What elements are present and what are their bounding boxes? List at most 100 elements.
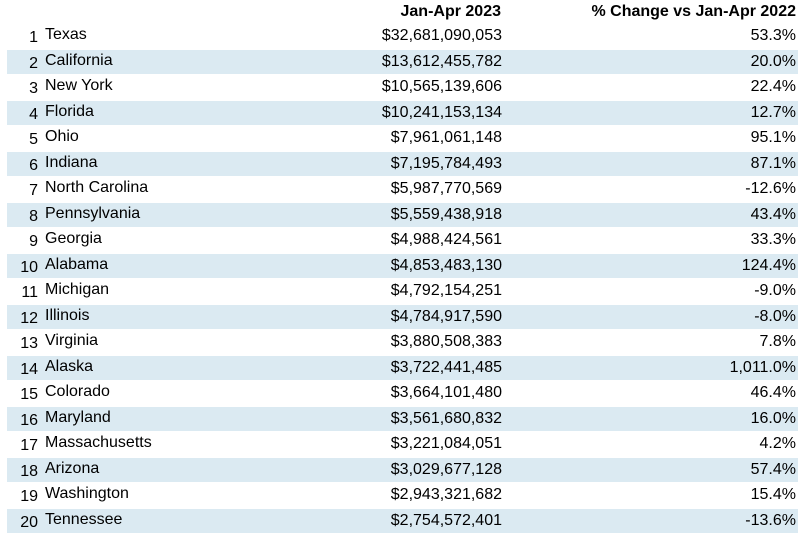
row-change: 20.0% (750, 53, 796, 70)
row-value: $3,221,084,051 (390, 435, 502, 452)
row-state: Illinois (45, 307, 90, 324)
row-rank: 15 (20, 386, 38, 403)
row-rank: 4 (29, 106, 38, 123)
row-change: 15.4% (750, 486, 796, 503)
row-value: $32,681,090,053 (381, 27, 502, 44)
row-value: $2,754,572,401 (390, 512, 502, 529)
table-row: 15 Colorado $3,664,101,480 46.4% (7, 381, 798, 405)
row-value: $7,195,784,493 (390, 155, 502, 172)
table-row: 17 Massachusetts $3,221,084,051 4.2% (7, 432, 798, 456)
table-row: 8 Pennsylvania $5,559,438,918 43.4% (7, 203, 798, 227)
table-row: 3 New York $10,565,139,606 22.4% (7, 75, 798, 99)
row-value: $10,241,153,134 (381, 104, 502, 121)
row-rank: 18 (20, 463, 38, 480)
column-header-value: Jan-Apr 2023 (400, 3, 502, 20)
row-value: $4,792,154,251 (390, 282, 502, 299)
row-rank: 3 (29, 80, 38, 97)
row-change: -9.0% (754, 282, 796, 299)
row-change: 53.3% (750, 27, 796, 44)
row-rank: 12 (20, 310, 38, 327)
row-state: Washington (45, 485, 129, 502)
table-row: 14 Alaska $3,722,441,485 1,011.0% (7, 356, 798, 380)
row-state: New York (45, 77, 113, 94)
column-header-change: % Change vs Jan-Apr 2022 (591, 3, 796, 20)
row-rank: 16 (20, 412, 38, 429)
table-row: 16 Maryland $3,561,680,832 16.0% (7, 407, 798, 431)
row-change: 7.8% (759, 333, 796, 350)
row-value: $5,987,770,569 (390, 180, 502, 197)
row-state: Indiana (45, 154, 98, 171)
row-state: Michigan (45, 281, 110, 298)
table-header: Jan-Apr 2023 % Change vs Jan-Apr 2022 (0, 0, 800, 24)
row-change: 43.4% (750, 206, 796, 223)
row-value: $3,722,441,485 (390, 359, 502, 376)
row-value: $4,988,424,561 (390, 231, 502, 248)
row-rank: 9 (29, 233, 38, 250)
table-row: 7 North Carolina $5,987,770,569 -12.6% (7, 177, 798, 201)
row-change: 87.1% (750, 155, 796, 172)
row-change: 12.7% (750, 104, 796, 121)
row-state: Pennsylvania (45, 205, 141, 222)
row-value: $2,943,321,682 (390, 486, 502, 503)
table-row: 19 Washington $2,943,321,682 15.4% (7, 483, 798, 507)
row-state: Alaska (45, 358, 94, 375)
table-row: 5 Ohio $7,961,061,148 95.1% (7, 126, 798, 150)
row-rank: 17 (20, 437, 38, 454)
row-change: 1,011.0% (729, 359, 796, 376)
row-state: California (45, 52, 113, 69)
row-change: 95.1% (750, 129, 796, 146)
row-rank: 1 (29, 29, 38, 46)
row-state: Colorado (45, 383, 110, 400)
row-value: $10,565,139,606 (381, 78, 502, 95)
table-row: 4 Florida $10,241,153,134 12.7% (7, 101, 798, 125)
row-rank: 8 (29, 208, 38, 225)
table-row: 12 Illinois $4,784,917,590 -8.0% (7, 305, 798, 329)
row-state: Texas (45, 26, 87, 43)
row-rank: 6 (29, 157, 38, 174)
row-state: Tennessee (45, 511, 123, 528)
row-value: $3,664,101,480 (390, 384, 502, 401)
row-change: 57.4% (750, 461, 796, 478)
row-state: Maryland (45, 409, 111, 426)
row-value: $3,880,508,383 (390, 333, 502, 350)
table-row: 13 Virginia $3,880,508,383 7.8% (7, 330, 798, 354)
table-row: 9 Georgia $4,988,424,561 33.3% (7, 228, 798, 252)
row-state: Virginia (45, 332, 99, 349)
row-state: Ohio (45, 128, 79, 145)
table-row: 10 Alabama $4,853,483,130 124.4% (7, 254, 798, 278)
row-rank: 13 (20, 335, 38, 352)
row-change: 124.4% (741, 257, 796, 274)
table-row: 18 Arizona $3,029,677,128 57.4% (7, 458, 798, 482)
row-change: 16.0% (750, 410, 796, 427)
row-rank: 10 (20, 259, 38, 276)
row-state: Arizona (45, 460, 100, 477)
table-row: 2 California $13,612,455,782 20.0% (7, 50, 798, 74)
row-state: Massachusetts (45, 434, 152, 451)
row-rank: 20 (20, 514, 38, 531)
row-rank: 14 (20, 361, 38, 378)
row-rank: 19 (20, 488, 38, 505)
row-value: $7,961,061,148 (390, 129, 502, 146)
row-value: $4,784,917,590 (390, 308, 502, 325)
row-change: 33.3% (750, 231, 796, 248)
row-change: -13.6% (745, 512, 796, 529)
row-value: $4,853,483,130 (390, 257, 502, 274)
row-change: -8.0% (754, 308, 796, 325)
row-state: Florida (45, 103, 94, 120)
row-value: $3,029,677,128 (390, 461, 502, 478)
row-change: 46.4% (750, 384, 796, 401)
table-row: 11 Michigan $4,792,154,251 -9.0% (7, 279, 798, 303)
row-value: $3,561,680,832 (390, 410, 502, 427)
row-rank: 11 (21, 284, 38, 301)
row-state: Alabama (45, 256, 109, 273)
row-rank: 2 (29, 55, 38, 72)
row-change: 4.2% (759, 435, 796, 452)
row-change: 22.4% (750, 78, 796, 95)
row-value: $13,612,455,782 (381, 53, 502, 70)
row-change: -12.6% (745, 180, 796, 197)
row-state: North Carolina (45, 179, 149, 196)
table-row: 20 Tennessee $2,754,572,401 -13.6% (7, 509, 798, 533)
table-row: 6 Indiana $7,195,784,493 87.1% (7, 152, 798, 176)
table-row: 1 Texas $32,681,090,053 53.3% (7, 24, 798, 48)
